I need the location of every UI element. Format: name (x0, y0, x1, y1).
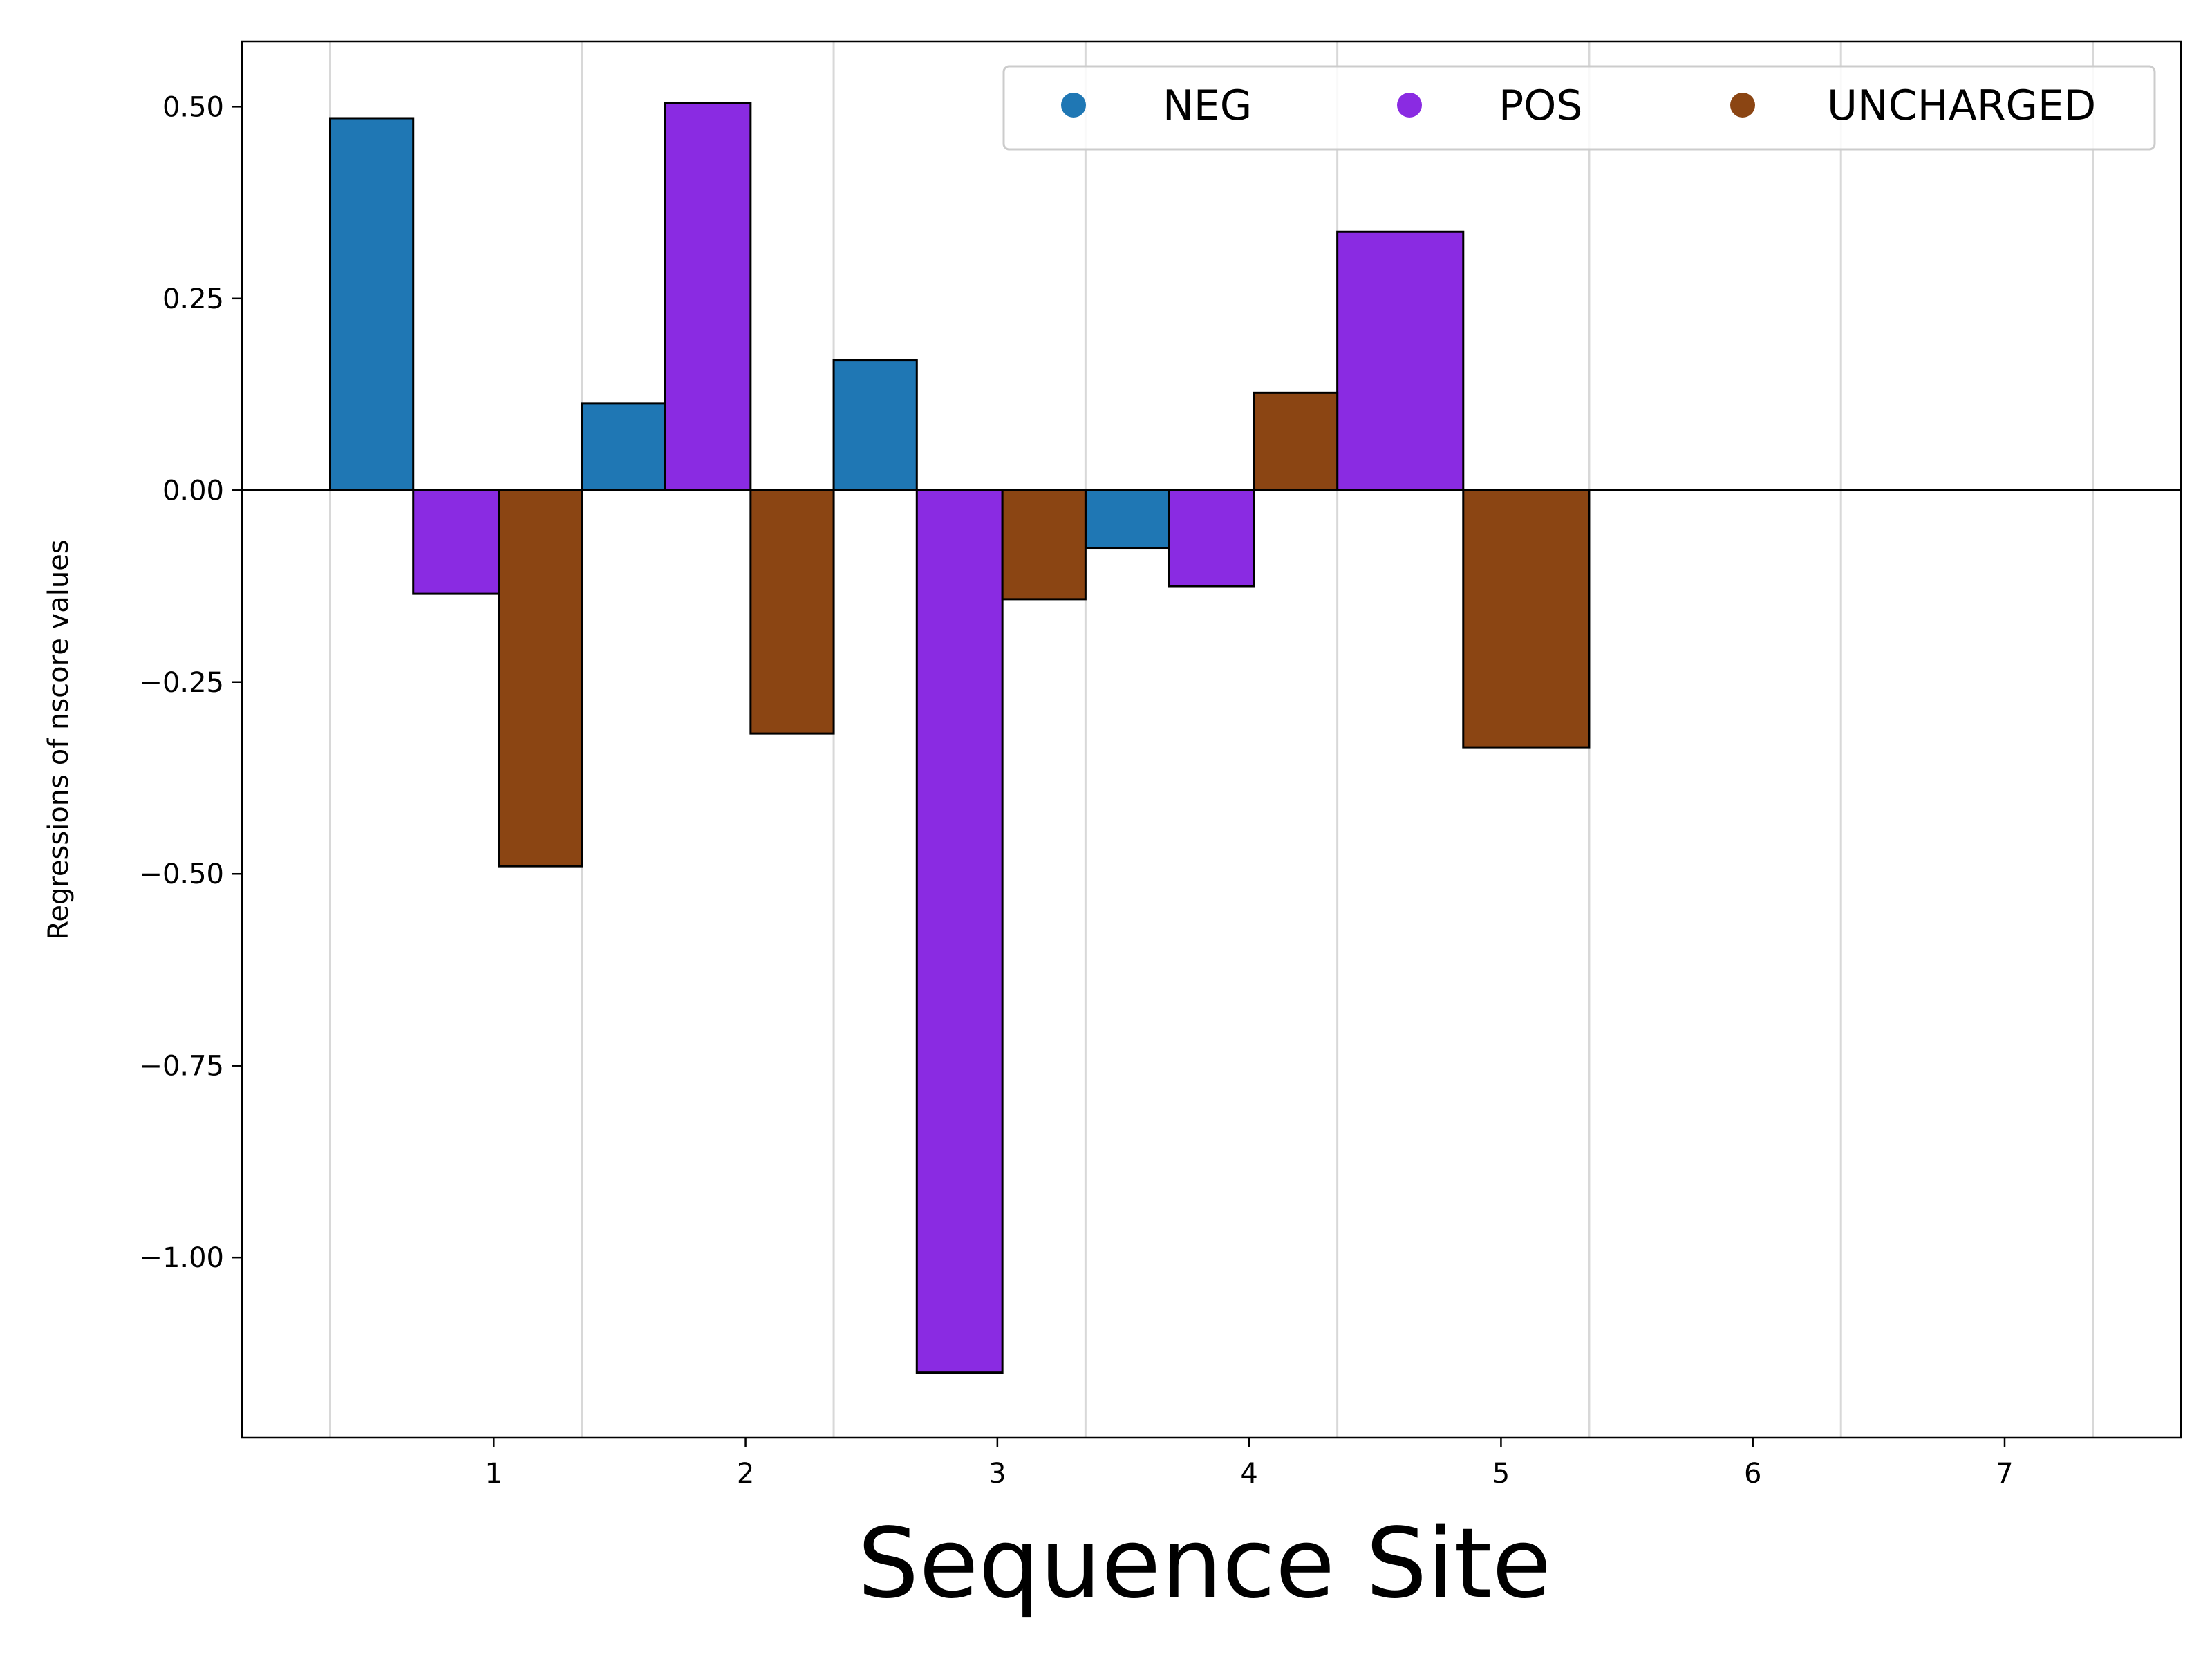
y-tick-label: −0.75 (139, 1051, 224, 1082)
bar-uncharged (1001, 489, 1087, 601)
y-axis-label: Regressions of nscore values (43, 539, 75, 939)
x-tick-label: 3 (988, 1458, 1006, 1490)
y-tick-label: −1.00 (139, 1242, 224, 1274)
bar-neg (832, 359, 918, 491)
legend-label-uncharged: UNCHARGED (1827, 82, 2096, 130)
y-tick-label: −0.50 (139, 859, 224, 890)
bar-neg (329, 117, 415, 491)
bar-pos (1336, 230, 1465, 491)
bar-pos (412, 489, 500, 595)
bar-pos (664, 102, 752, 491)
bar-neg (581, 402, 666, 491)
y-tick-label: −0.25 (139, 667, 224, 699)
bars-group (329, 102, 1591, 1374)
legend-box (1002, 65, 2156, 151)
bar-pos (915, 489, 1004, 1374)
bar-uncharged (498, 489, 583, 868)
plot-frame (241, 40, 2182, 1439)
legend-marker-neg (1061, 93, 1086, 118)
x-tick-label: 1 (485, 1458, 503, 1490)
legend-label-neg: NEG (1163, 82, 1252, 130)
x-tick-label: 6 (1744, 1458, 1761, 1490)
bar-uncharged (1253, 391, 1339, 491)
bar-uncharged (749, 489, 835, 735)
x-tick-label: 4 (1240, 1458, 1257, 1490)
bar-pos (1168, 489, 1255, 588)
bar-uncharged (1462, 489, 1591, 749)
x-axis-label: Sequence Site (858, 1508, 1552, 1620)
legend-marker-uncharged (1730, 93, 1755, 118)
x-tick-label: 2 (737, 1458, 754, 1490)
y-tick-label: 0.00 (162, 475, 224, 507)
y-tick-label: 0.50 (162, 91, 224, 123)
bar-neg (1084, 489, 1170, 550)
x-tick-label: 7 (1996, 1458, 2013, 1490)
x-tick-label: 5 (1492, 1458, 1510, 1490)
legend-marker-pos (1397, 93, 1422, 118)
legend-label-pos: POS (1499, 82, 1583, 130)
legend: NEG POS UNCHARGED (1002, 65, 2156, 151)
y-tick-label: 0.25 (162, 283, 224, 315)
x-axis-ticks: 1 2 3 4 5 6 7 (485, 1438, 2014, 1490)
y-axis-ticks: 0.50 0.25 0.00 −0.25 −0.50 −0.75 −1.00 (139, 91, 242, 1274)
